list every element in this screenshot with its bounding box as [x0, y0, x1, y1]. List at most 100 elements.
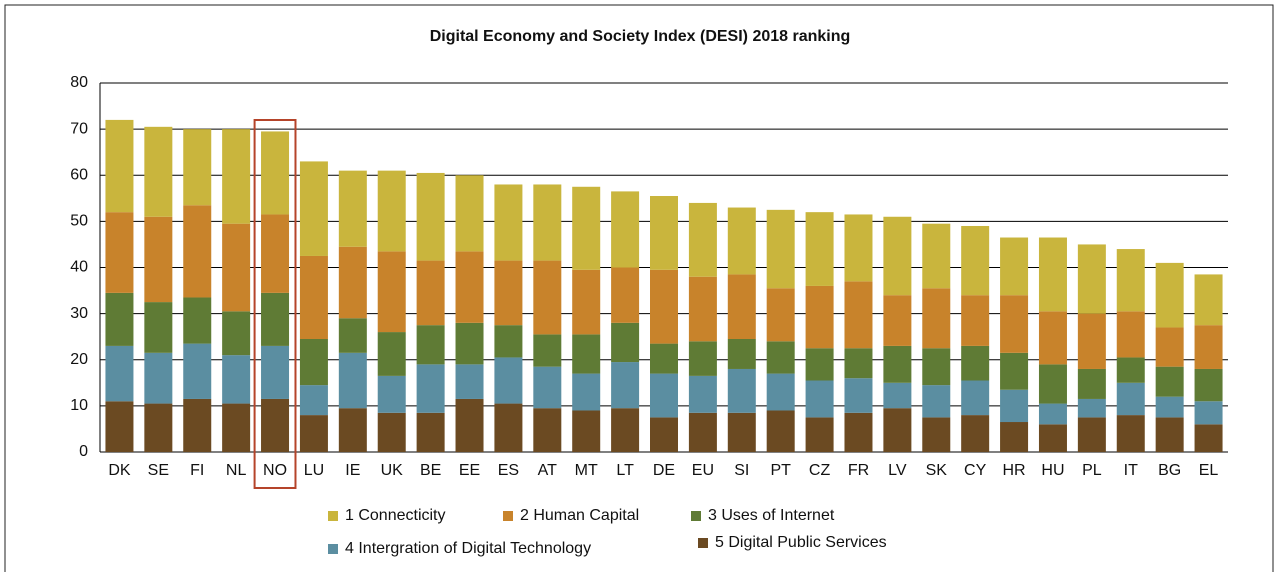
- legend-label: 1 Connecticity: [345, 507, 446, 524]
- legend-swatch: [698, 538, 708, 548]
- bar-segment: [766, 288, 795, 342]
- bar-segment: [494, 403, 523, 452]
- y-tick-label: 60: [70, 166, 88, 183]
- bar-segment: [1116, 249, 1145, 312]
- bar-segment: [766, 341, 795, 374]
- bar-segment: [572, 269, 601, 335]
- bar-segment: [183, 205, 212, 298]
- bar-segment: [688, 341, 717, 376]
- y-tick-label: 10: [70, 397, 88, 414]
- bar-segment: [222, 311, 251, 356]
- bar-segment: [1194, 274, 1223, 326]
- x-tick-label: HU: [1041, 462, 1064, 479]
- bar-segment: [338, 246, 367, 319]
- x-tick-label: FR: [848, 462, 869, 479]
- bar-segment: [494, 260, 523, 326]
- x-tick-label: DK: [108, 462, 131, 479]
- x-tick-label: BE: [420, 462, 441, 479]
- bar-segment: [144, 352, 173, 404]
- bar-segment: [1194, 368, 1223, 402]
- bar-segment: [222, 403, 251, 452]
- y-tick-label: 80: [70, 74, 88, 91]
- bar-segment: [1116, 382, 1145, 416]
- bar-segment: [105, 401, 134, 452]
- bar-segment: [144, 403, 173, 452]
- x-tick-label: ES: [498, 462, 519, 479]
- bar-segment: [338, 408, 367, 452]
- bar-segment: [844, 214, 873, 282]
- bar-segment: [105, 212, 134, 293]
- bar-segment: [455, 251, 484, 323]
- bar-segment: [572, 373, 601, 411]
- bar-segment: [377, 332, 406, 376]
- x-tick-label: AT: [538, 462, 557, 479]
- bar-segment: [455, 175, 484, 252]
- x-tick-label: CZ: [809, 462, 831, 479]
- bar-segment: [688, 375, 717, 413]
- bar-segment: [533, 260, 562, 335]
- bar-segment: [299, 385, 328, 416]
- x-tick-label: IT: [1124, 462, 1138, 479]
- bar-segment: [1116, 415, 1145, 452]
- bar-segment: [377, 412, 406, 452]
- bar-segment: [766, 410, 795, 452]
- x-tick-label: NO: [263, 462, 287, 479]
- bar-segment: [1038, 403, 1067, 425]
- bar-segment: [883, 408, 912, 452]
- bar-segment: [1155, 366, 1184, 397]
- bar-segment: [961, 295, 990, 346]
- bar-segment: [183, 398, 212, 452]
- bar-segment: [183, 343, 212, 399]
- bar-segment: [727, 207, 756, 275]
- y-tick-label: 40: [70, 259, 88, 276]
- bar-segment: [533, 334, 562, 367]
- bar-segment: [416, 325, 445, 365]
- bar-segment: [1077, 398, 1106, 418]
- chart-title: Digital Economy and Society Index (DESI)…: [430, 28, 851, 45]
- bar-segment: [922, 223, 951, 289]
- x-tick-label: EL: [1199, 462, 1219, 479]
- bar-segment: [572, 334, 601, 374]
- bar-segment: [961, 345, 990, 381]
- bar-segment: [883, 345, 912, 383]
- bar-segment: [1038, 237, 1067, 312]
- bar-segment: [572, 410, 601, 452]
- y-tick-label: 50: [70, 213, 88, 230]
- x-tick-label: LV: [888, 462, 907, 479]
- bar-segment: [1077, 417, 1106, 452]
- bar-segment: [922, 417, 951, 452]
- bar-segment: [455, 322, 484, 365]
- bar-segment: [650, 417, 678, 452]
- bar-segment: [727, 368, 756, 413]
- bar-segment: [1038, 424, 1067, 452]
- bar-segment: [727, 338, 756, 369]
- bar-segment: [883, 382, 912, 409]
- x-tick-label: CY: [964, 462, 987, 479]
- bar-segment: [1155, 417, 1184, 452]
- legend-swatch: [691, 511, 701, 521]
- x-tick-label: LU: [304, 462, 324, 479]
- bar-segment: [961, 415, 990, 452]
- bar-segment: [1155, 396, 1184, 418]
- bar-segment: [299, 161, 328, 256]
- bar-segment: [611, 362, 640, 409]
- bar-segment: [416, 412, 445, 452]
- bar-segment: [922, 385, 951, 418]
- bar-segment: [611, 267, 640, 323]
- bar-segment: [1000, 389, 1029, 423]
- x-tick-label: NL: [226, 462, 247, 479]
- y-tick-label: 0: [79, 443, 88, 460]
- bar-segment: [1000, 237, 1029, 296]
- x-tick-label: BG: [1158, 462, 1181, 479]
- bar-segment: [1000, 295, 1029, 353]
- bar-segment: [805, 380, 834, 418]
- x-tick-label: FI: [190, 462, 204, 479]
- bar-segment: [222, 223, 251, 312]
- highlight-box: [253, 119, 297, 489]
- bar-segment: [766, 209, 795, 289]
- bar-segment: [299, 415, 328, 452]
- x-tick-label: PT: [770, 462, 791, 479]
- legend-swatch: [328, 544, 338, 554]
- bar-segment: [533, 184, 562, 261]
